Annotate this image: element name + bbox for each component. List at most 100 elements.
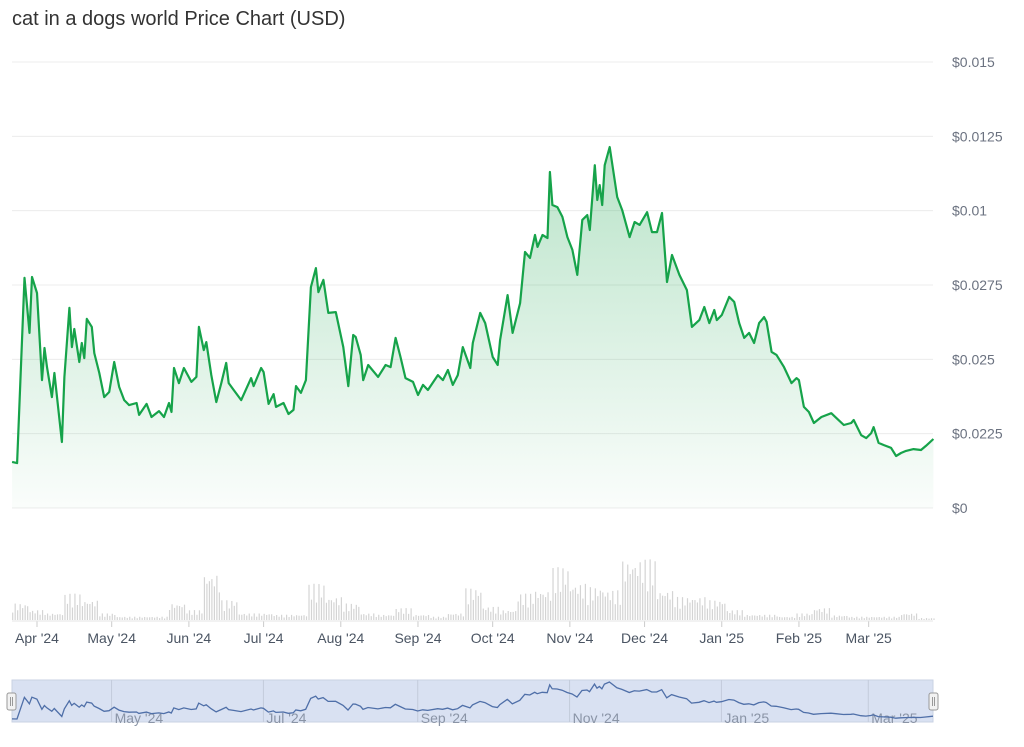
volume-bar — [221, 600, 223, 620]
volume-bar — [417, 615, 420, 620]
y-tick-label: $0.025 — [952, 351, 995, 367]
volume-bar — [368, 613, 370, 620]
volume-bar — [527, 607, 529, 620]
volume-bar — [39, 614, 41, 620]
volume-bar — [913, 615, 915, 620]
volume-bar — [191, 614, 193, 620]
volume-bar — [320, 597, 323, 620]
volume-bar — [634, 567, 636, 620]
volume-bar — [116, 617, 118, 620]
volume-bar — [669, 599, 671, 620]
x-tick-label: Dec '24 — [621, 630, 668, 646]
volume-bar — [883, 616, 885, 620]
volume-bar — [32, 610, 34, 620]
navigator-handle-left[interactable] — [6, 692, 17, 711]
volume-bar — [686, 598, 689, 620]
y-tick-label: $0.0275 — [952, 277, 1003, 293]
volume-bar — [415, 615, 417, 620]
x-tick-label: Jan '25 — [699, 630, 744, 646]
volume-bar — [447, 614, 450, 620]
volume-bar — [345, 603, 347, 620]
volume-bar — [671, 591, 674, 620]
volume-bar — [617, 590, 619, 620]
volume-bar — [485, 610, 487, 620]
volume-bar — [731, 610, 733, 620]
volume-bar — [81, 606, 84, 620]
volume-bar — [739, 615, 741, 620]
volume-bar — [129, 616, 131, 620]
navigator[interactable]: May '24 Jul '24 Sep '24 Nov '24 Jan '25 Mar '… — [6, 679, 939, 726]
volume-bar — [923, 618, 925, 620]
volume-bar — [893, 616, 895, 620]
volume-bar — [525, 593, 527, 620]
price-area — [12, 147, 934, 508]
volume-bar — [925, 618, 928, 620]
volume-bar — [522, 604, 524, 620]
volume-bar — [559, 591, 562, 620]
volume-bar — [263, 613, 265, 620]
volume-bar — [771, 617, 773, 620]
volume-bar — [208, 581, 211, 620]
volume-bar — [798, 616, 801, 620]
volume-bar — [769, 614, 771, 620]
volume-bar — [784, 617, 786, 620]
volume-bar — [168, 610, 171, 620]
volume-bar — [836, 617, 838, 620]
volume-bar — [305, 616, 308, 620]
y-tick-label: $0.015 — [952, 54, 995, 70]
volume-bar — [193, 610, 196, 620]
volume-bar — [383, 614, 385, 620]
volume-bar — [79, 594, 81, 620]
volume-bar — [791, 616, 793, 620]
volume-bar — [12, 612, 14, 620]
volume-bar — [144, 616, 146, 620]
x-tick-label: Mar '25 — [846, 630, 892, 646]
volume-bar — [629, 574, 631, 620]
volume-bar — [594, 588, 596, 620]
navigator-selection[interactable] — [11, 679, 934, 723]
volume-bar — [614, 604, 616, 620]
volume-bar — [721, 604, 723, 620]
volume-bar — [400, 608, 402, 620]
volume-bar — [156, 616, 158, 620]
volume-bar — [54, 614, 56, 620]
volume-bar — [569, 591, 572, 620]
volume-bar — [674, 607, 676, 620]
volume-bar — [106, 613, 108, 620]
volume-bar — [664, 596, 666, 620]
volume-bar — [278, 616, 280, 620]
navigator-handle-right[interactable] — [928, 692, 939, 711]
navigator-line — [11, 681, 934, 720]
volume-bar — [706, 608, 709, 620]
volume-bar — [928, 618, 930, 620]
volume-bar — [124, 616, 126, 620]
volume-bar — [318, 584, 320, 620]
volume-bar — [340, 597, 342, 620]
volume-bar — [420, 615, 422, 620]
volume-bar — [17, 610, 19, 620]
volume-bar — [901, 615, 903, 620]
volume-bar — [532, 603, 534, 620]
volume-bar — [69, 593, 71, 620]
volume-bar — [363, 614, 365, 620]
volume-bar — [751, 615, 753, 620]
volume-bar — [657, 599, 659, 620]
x-tick-label: Jul '24 — [244, 630, 284, 646]
volume-bar — [266, 614, 268, 620]
volume-bar — [76, 604, 79, 620]
volume-bar — [808, 615, 811, 620]
volume-bar — [261, 615, 263, 620]
volume-bar — [22, 608, 24, 620]
volume-bar — [871, 617, 873, 620]
volume-bar — [34, 613, 36, 620]
volume-bar — [716, 606, 718, 620]
volume-bar — [554, 593, 557, 620]
x-tick-label: May '24 — [87, 630, 136, 646]
volume-bar — [253, 613, 255, 620]
volume-bar — [134, 616, 136, 620]
volume-bar — [206, 583, 208, 620]
volume-bar — [898, 616, 900, 620]
volume-bar — [781, 617, 783, 620]
volume-bar — [422, 615, 425, 620]
navigator-tick-label: Jul '24 — [266, 710, 306, 726]
